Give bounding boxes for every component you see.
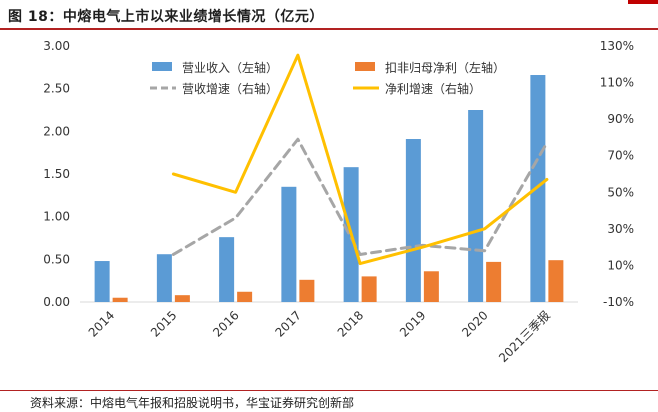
source-note: 资料来源：中熔电气年报和招股说明书，华宝证券研究创新部 (30, 396, 355, 410)
legend-label: 营业收入（左轴） (182, 60, 278, 75)
revenue-bar (219, 237, 235, 302)
revenue-bar (281, 186, 297, 302)
legend-label: 营收增速（右轴） (182, 81, 278, 96)
right-tick-label: 90% (607, 112, 634, 126)
net-profit-bar (423, 271, 439, 302)
x-tick-label: 2018 (335, 308, 366, 339)
legend-swatch (355, 62, 375, 71)
left-tick-label: 1.00 (43, 210, 70, 224)
net-profit-bar (299, 279, 315, 302)
title-rule (0, 28, 658, 30)
revenue-bar (94, 261, 110, 302)
net-profit-bar (486, 261, 502, 302)
x-tick-label: 2020 (459, 308, 490, 339)
right-tick-label: 30% (607, 222, 634, 236)
left-tick-label: 0.50 (43, 252, 70, 266)
right-axis-ticks: -10% 10% 30% 50% 70% 90% 110% 130% (600, 39, 634, 309)
right-tick-label: -10% (603, 295, 634, 309)
left-tick-label: 2.50 (43, 82, 70, 96)
left-tick-label: 0.00 (43, 295, 70, 309)
right-tick-label: 10% (607, 258, 634, 272)
x-tick-label: 2014 (86, 308, 117, 339)
x-tick-label: 2021三季报 (495, 308, 553, 366)
figure-title: 图 18：中熔电气上市以来业绩增长情况（亿元） (8, 9, 324, 25)
legend-label: 扣非归母净利（左轴） (385, 60, 505, 75)
right-tick-label: 70% (607, 149, 634, 163)
revenue-bar (405, 139, 421, 302)
left-tick-label: 2.00 (43, 124, 70, 138)
legend-swatch (152, 62, 172, 71)
net-profit-bar (237, 291, 253, 302)
x-tick-label: 2019 (397, 308, 428, 339)
x-tick-label: 2015 (148, 308, 179, 339)
legend-label: 净利增速（右轴） (385, 81, 481, 96)
x-tick-label: 2017 (272, 308, 303, 339)
revenue-bar (468, 110, 484, 302)
right-tick-label: 50% (607, 185, 634, 199)
x-axis-ticks: 2014 2015 2016 2017 2018 2019 2020 2021三季报 (86, 308, 553, 366)
net-profit-bars (112, 260, 564, 302)
net-profit-bar (548, 260, 564, 302)
growth-lines (171, 53, 549, 266)
corner-mark (628, 0, 658, 4)
revenue-bar (156, 254, 172, 302)
left-tick-label: 3.00 (43, 39, 70, 53)
left-tick-label: 1.50 (43, 167, 70, 181)
net-profit-bar (174, 295, 190, 302)
left-axis-ticks: 0.00 0.50 1.00 1.50 2.00 2.50 3.00 (43, 39, 70, 309)
legend: 营业收入（左轴） 扣非归母净利（左轴） 营收增速（右轴） 净利增速（右轴） (150, 60, 505, 96)
net-profit-bar (361, 276, 377, 302)
x-tick-label: 2016 (210, 308, 241, 339)
revenue-growth-line (171, 137, 549, 256)
revenue-bars (94, 75, 546, 302)
source-rule (0, 390, 658, 391)
net-profit-growth-line (171, 53, 549, 266)
chart: 0.00 0.50 1.00 1.50 2.00 2.50 3.00 -10% 10% 30% 5… (43, 39, 634, 366)
net-profit-bar (112, 297, 128, 302)
right-tick-label: 110% (600, 76, 634, 90)
right-tick-label: 130% (600, 39, 634, 53)
